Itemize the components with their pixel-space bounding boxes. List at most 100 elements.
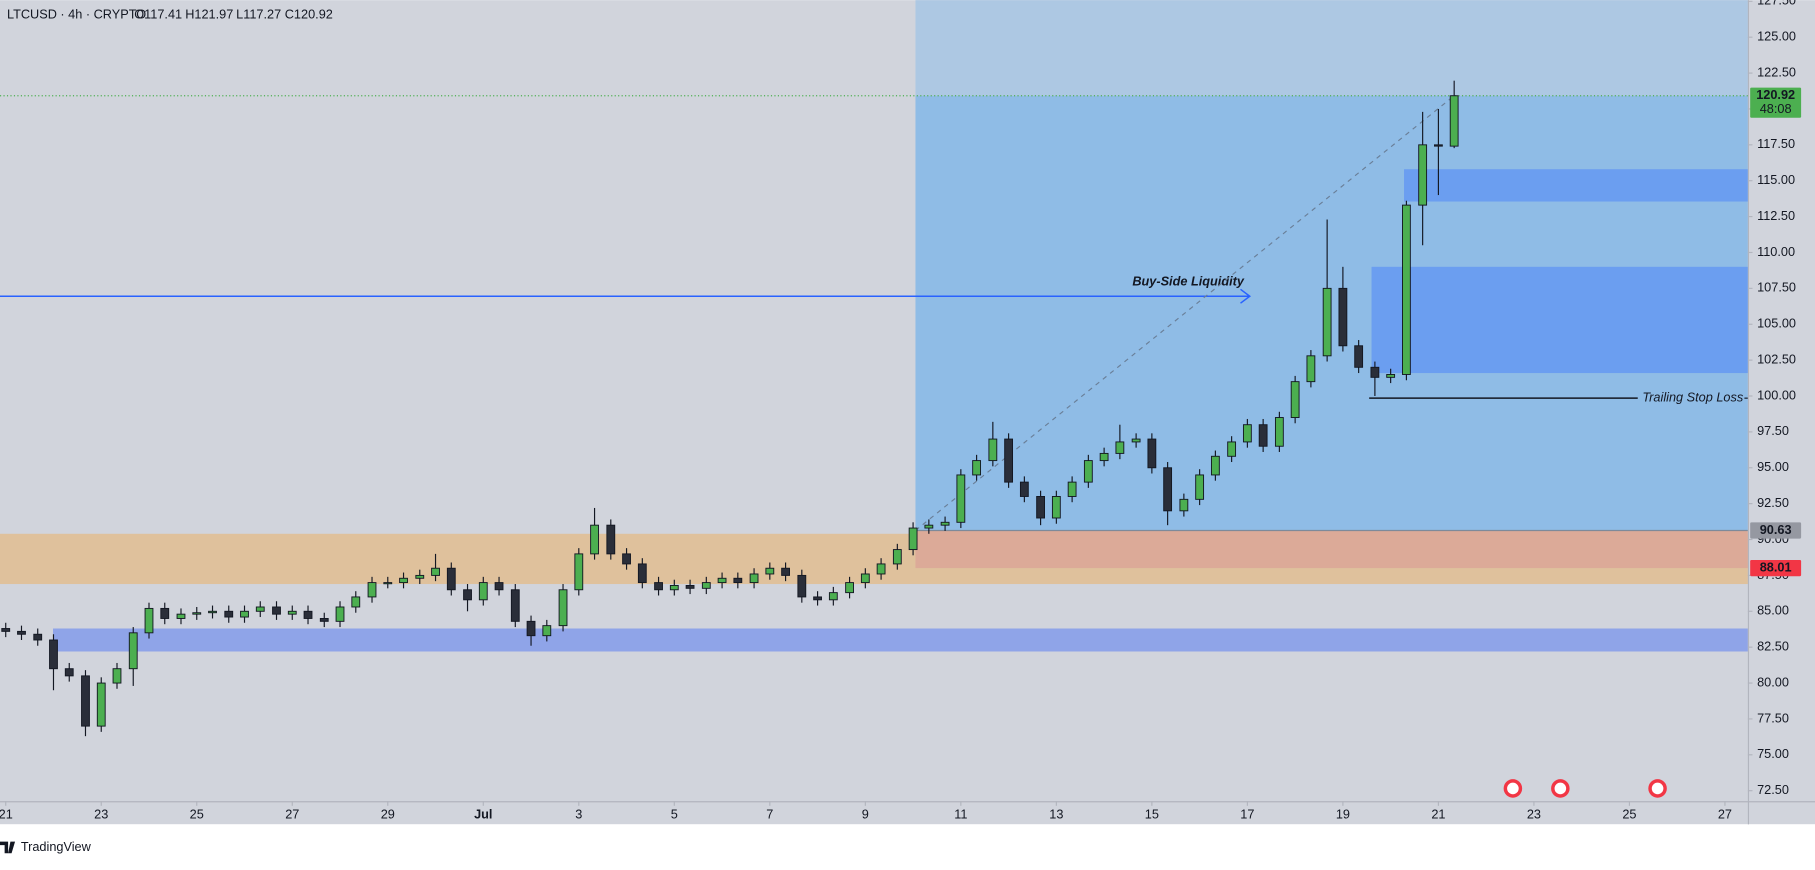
candle-body bbox=[1322, 287, 1332, 357]
candle-body bbox=[574, 553, 584, 591]
x-tick-label: 13 bbox=[1049, 806, 1063, 821]
candle-body bbox=[33, 633, 43, 641]
candle-body bbox=[49, 639, 58, 670]
candle-body bbox=[1258, 424, 1268, 447]
candle-body bbox=[956, 474, 966, 523]
candle-body bbox=[845, 582, 854, 594]
candle-body bbox=[351, 596, 361, 608]
candle-body bbox=[1195, 474, 1205, 500]
zone bbox=[1371, 266, 1748, 374]
y-tick-label: 112.50 bbox=[1757, 208, 1795, 223]
candle-body bbox=[1290, 381, 1300, 418]
candle-body bbox=[669, 584, 679, 591]
candle-body bbox=[1227, 441, 1237, 457]
candle-body bbox=[1019, 481, 1029, 497]
candle-body bbox=[542, 625, 552, 637]
axes: 72.5075.0077.5080.0082.5085.0087.5090.00… bbox=[0, 0, 1802, 821]
y-tick-label: 122.50 bbox=[1757, 64, 1796, 79]
x-tick-label: 23 bbox=[94, 806, 108, 821]
footer-background bbox=[0, 824, 1815, 865]
candle-body bbox=[208, 610, 217, 614]
candle-body bbox=[128, 632, 138, 670]
candle-body bbox=[972, 460, 982, 476]
candle-body bbox=[940, 521, 950, 526]
x-tick-label: 21 bbox=[0, 806, 13, 821]
event-flag-inner bbox=[1507, 782, 1519, 795]
x-tick-label: 15 bbox=[1145, 806, 1159, 821]
candle-body bbox=[828, 592, 838, 601]
x-tick-label: 5 bbox=[671, 806, 678, 821]
candle-body bbox=[367, 582, 377, 598]
x-tick-label: 11 bbox=[954, 806, 967, 821]
x-tick-label: 19 bbox=[1336, 806, 1350, 821]
candle-body bbox=[415, 574, 425, 579]
x-tick-label: Jul bbox=[474, 806, 492, 821]
candle-body bbox=[813, 596, 822, 601]
y-tick-label: 80.00 bbox=[1757, 674, 1789, 689]
position-target bbox=[915, 0, 1748, 96]
brand-logo bbox=[0, 841, 16, 854]
candle-body bbox=[1067, 481, 1077, 497]
candle-body bbox=[510, 589, 520, 622]
x-tick-label: 25 bbox=[1622, 806, 1636, 821]
y-tick-label: 85.00 bbox=[1757, 603, 1789, 618]
candle-body bbox=[1036, 496, 1046, 519]
y-tick-label: 82.50 bbox=[1757, 639, 1789, 654]
candle-body bbox=[988, 438, 998, 462]
price-label-box bbox=[1750, 87, 1802, 118]
symbol-info: LTCUSD · 4h · CRYPTO bbox=[7, 7, 146, 22]
x-tick-label: 3 bbox=[575, 806, 582, 821]
level-arrow bbox=[1240, 288, 1252, 304]
candle-body bbox=[558, 589, 568, 627]
candle-body bbox=[1449, 95, 1459, 147]
y-tick-label: 92.50 bbox=[1757, 495, 1789, 510]
candle-body bbox=[1402, 204, 1411, 375]
x-tick-label: 29 bbox=[381, 806, 395, 821]
candle-body bbox=[96, 682, 106, 727]
y-tick-label: 110.00 bbox=[1757, 244, 1795, 259]
candle-body bbox=[1083, 460, 1093, 483]
candle-body bbox=[255, 606, 265, 612]
candle-body bbox=[192, 612, 202, 615]
candle-body bbox=[463, 589, 472, 601]
countdown-label: 48:08 bbox=[1760, 101, 1792, 116]
candle-body bbox=[622, 553, 631, 565]
candle-body bbox=[1, 628, 11, 632]
candle-body bbox=[892, 549, 902, 565]
ohlc-high: H121.97 bbox=[185, 7, 233, 22]
plot-area: Buy-Side Liquidity Trailing Stop Loss bbox=[0, 0, 1748, 737]
candle-body bbox=[860, 573, 870, 584]
candle-body bbox=[1306, 355, 1316, 383]
y-tick-label: 125.00 bbox=[1757, 29, 1796, 44]
candle-body bbox=[1370, 366, 1380, 378]
candle-body bbox=[431, 567, 440, 576]
y-tick-label: 97.50 bbox=[1757, 423, 1789, 438]
candle-body bbox=[1354, 345, 1364, 368]
price-label-box bbox=[1750, 559, 1802, 577]
candle-body bbox=[112, 668, 122, 684]
candle-body bbox=[160, 607, 170, 619]
candle-body bbox=[240, 610, 249, 618]
candle-body bbox=[1242, 424, 1252, 443]
candle-body bbox=[1179, 498, 1189, 512]
candle-body bbox=[685, 584, 695, 589]
x-tick-label: 21 bbox=[1431, 806, 1445, 821]
y-tick-label: 115.00 bbox=[1757, 172, 1795, 187]
y-tick-label: 102.50 bbox=[1757, 351, 1796, 366]
candle-body bbox=[637, 563, 647, 584]
ohlc-open: O117.41 bbox=[134, 7, 182, 22]
position-stop bbox=[915, 530, 1748, 569]
candle-body bbox=[590, 524, 599, 555]
candle-body bbox=[749, 573, 759, 584]
candle-body bbox=[717, 577, 727, 584]
candle-body bbox=[1434, 144, 1443, 147]
candle-body bbox=[64, 668, 74, 677]
x-tick-label: 25 bbox=[190, 806, 204, 821]
event-icons bbox=[1503, 779, 1667, 798]
candle-body bbox=[17, 630, 26, 635]
candle-body bbox=[446, 567, 456, 591]
candle-body bbox=[876, 563, 886, 575]
candle-body bbox=[224, 610, 234, 618]
event-flag-inner bbox=[1554, 782, 1567, 795]
